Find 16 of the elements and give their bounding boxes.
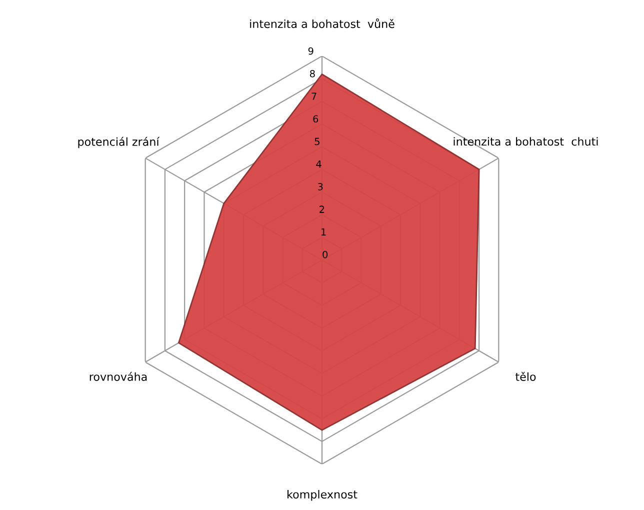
y-tick-label: 2 [320,206,324,213]
y-tick-label: 3 [318,183,323,190]
y-tick-label: 4 [316,160,322,168]
spoke-label: potenciál zrání [78,136,160,148]
y-tick-label: 0 [322,250,328,258]
y-tick-label: 6 [313,115,318,123]
y-tick-label: 1 [321,228,326,236]
y-tick-label: 7 [312,92,316,100]
spoke-label: tělo [515,372,536,381]
spoke-label: rovnováha [90,372,147,381]
spoke-label: komplexnost [288,490,358,501]
spoke-label: intenzita a bohatost vůně [250,18,394,28]
spoke-label: intenzita a bohatost chuti [454,137,598,146]
y-tick-label: 8 [310,70,315,78]
y-tick-label: 9 [308,47,314,55]
y-tick-label: 5 [314,138,320,146]
